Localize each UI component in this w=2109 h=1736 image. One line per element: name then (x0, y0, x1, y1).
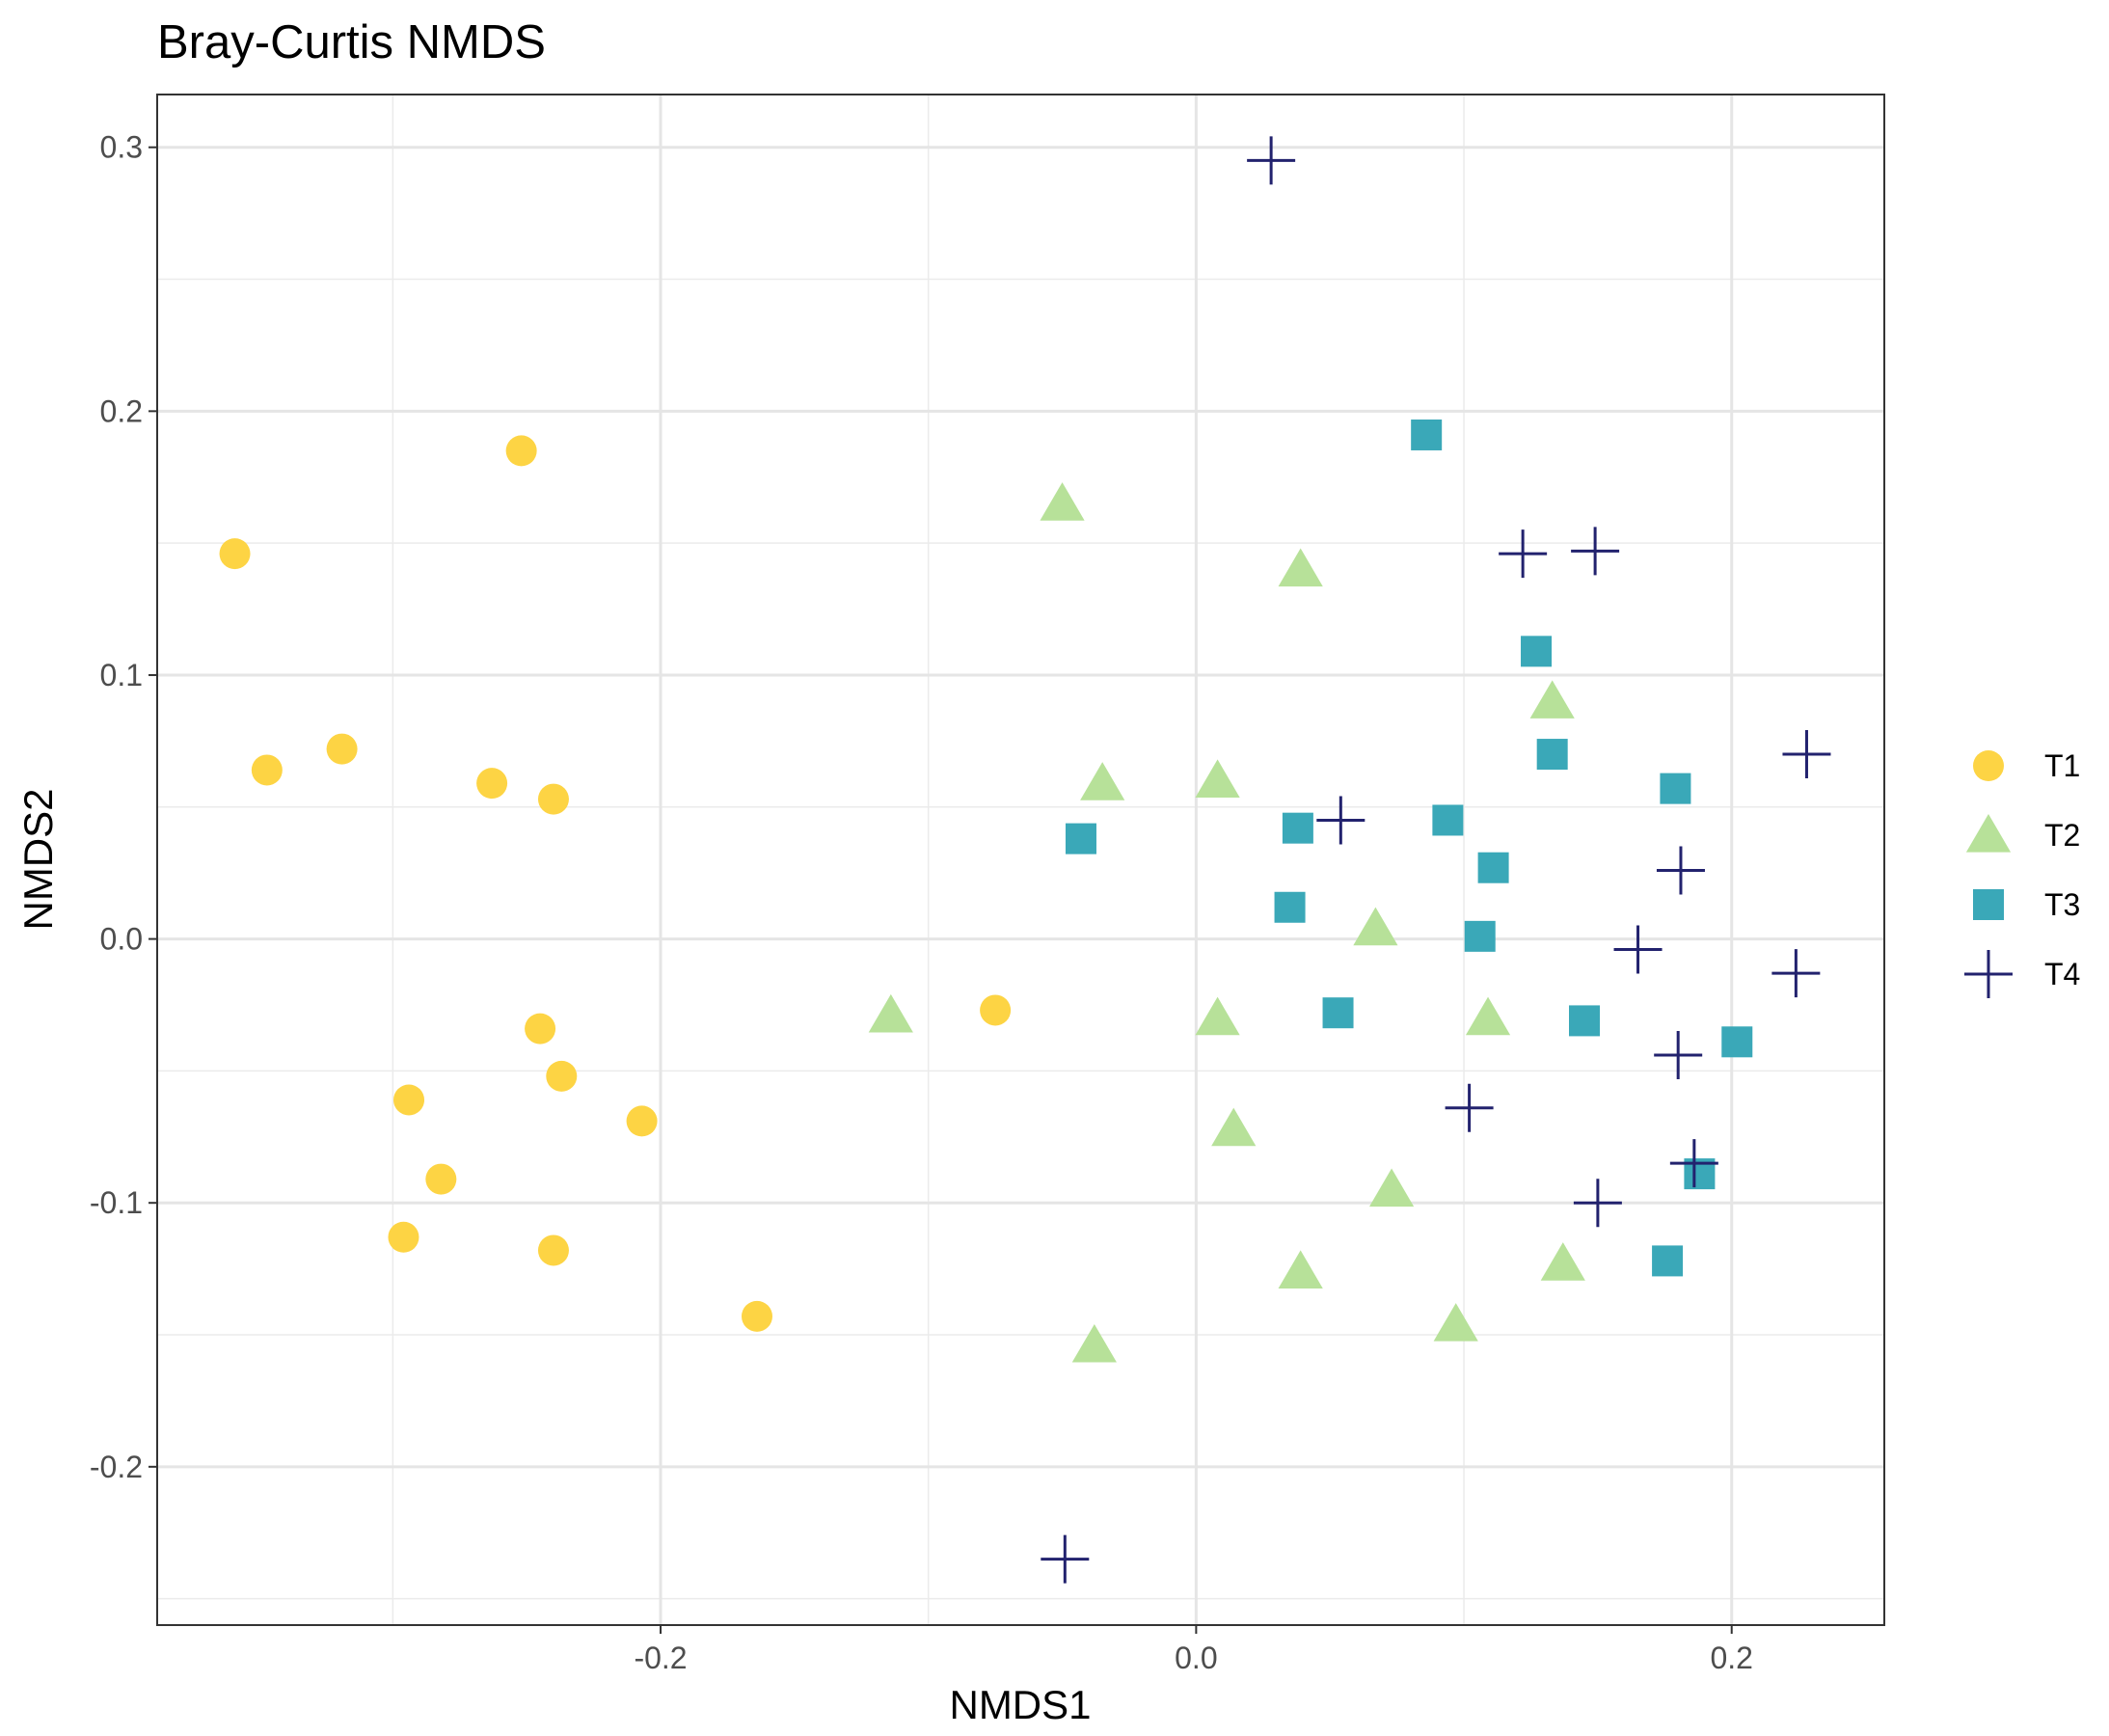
legend-label-t2: T2 (2044, 818, 2080, 853)
point-t2 (1529, 680, 1575, 719)
point-t3 (1282, 812, 1313, 844)
y-tick-label: 0.2 (100, 393, 143, 428)
point-t2 (1040, 482, 1085, 521)
legend-key-t2 (1965, 814, 2012, 853)
point-t4 (1771, 949, 1821, 998)
point-t1 (219, 538, 251, 570)
point-t4 (1445, 1083, 1494, 1132)
legend-label-t3: T3 (2044, 887, 2080, 922)
point-t1 (980, 994, 1012, 1026)
point-t2 (1353, 907, 1398, 946)
y-tick-label: -0.2 (90, 1450, 143, 1484)
point-t1 (546, 1060, 578, 1092)
point-t3 (1652, 1245, 1684, 1277)
point-t4 (1782, 730, 1831, 779)
point-t4 (1613, 925, 1663, 974)
point-t4 (1499, 529, 1548, 579)
legend-key-t1 (1973, 750, 2004, 781)
point-t2 (1195, 759, 1240, 799)
point-t3 (1721, 1026, 1753, 1058)
y-axis-title: NMDS2 (15, 788, 61, 930)
point-t2 (1211, 1107, 1257, 1147)
point-t2 (1540, 1242, 1585, 1281)
point-t2 (1465, 996, 1511, 1036)
point-t1 (505, 435, 537, 467)
point-t1 (537, 1234, 569, 1266)
point-t2 (1368, 1168, 1415, 1207)
point-t2 (1071, 1323, 1117, 1363)
minor-gridlines (157, 95, 1884, 1625)
point-t2 (1080, 762, 1125, 800)
chart-title: Bray-Curtis NMDS (157, 16, 546, 68)
y-axis: -0.2 -0.1 0.0 0.1 0.2 0.3 (90, 130, 157, 1484)
point-t3 (1322, 997, 1354, 1029)
x-tick-label: -0.2 (634, 1641, 687, 1675)
point-t3 (1477, 852, 1509, 883)
y-tick-label: -0.1 (90, 1185, 143, 1220)
point-t3 (1411, 419, 1443, 450)
point-t4 (1316, 796, 1365, 845)
x-axis-title: NMDS1 (949, 1682, 1091, 1727)
x-tick-label: 0.0 (1175, 1641, 1217, 1675)
point-t1 (525, 1013, 556, 1044)
x-axis: -0.2 0.0 0.2 (634, 1625, 1753, 1675)
legend-label-t4: T4 (2044, 957, 2080, 991)
point-t4 (1571, 527, 1620, 576)
point-t2 (1278, 548, 1323, 587)
point-t1 (626, 1105, 658, 1137)
data-points (219, 136, 1831, 1584)
point-t2 (1433, 1303, 1478, 1342)
point-t3 (1536, 739, 1568, 771)
point-t4 (1247, 136, 1296, 185)
point-t1 (251, 754, 283, 786)
y-tick-label: 0.0 (100, 922, 143, 957)
legend-key-t3 (1973, 889, 2004, 920)
point-t4 (1656, 846, 1705, 895)
y-tick-label: 0.3 (100, 130, 143, 165)
legend-label-t1: T1 (2044, 748, 2080, 783)
point-t2 (868, 993, 913, 1033)
point-t3 (1464, 920, 1496, 952)
point-t1 (476, 768, 508, 800)
point-t1 (425, 1163, 457, 1195)
point-t1 (326, 733, 358, 765)
point-t4 (1669, 1139, 1718, 1188)
y-tick-label: 0.1 (100, 658, 143, 692)
point-t2 (1278, 1250, 1323, 1288)
point-t3 (1521, 636, 1553, 667)
point-t1 (537, 783, 569, 815)
point-t2 (1195, 996, 1240, 1036)
panel-border (156, 94, 1885, 1626)
legend: T1 T2 T3 T4 (1964, 748, 2080, 998)
point-t1 (393, 1084, 425, 1116)
panel-background (157, 95, 1884, 1625)
point-t3 (1569, 1005, 1601, 1037)
plot-panel (156, 94, 1885, 1626)
x-tick-label: 0.2 (1710, 1641, 1752, 1675)
point-t4 (1041, 1534, 1090, 1584)
point-t4 (1654, 1030, 1703, 1079)
point-t1 (741, 1300, 772, 1332)
legend-key-t4 (1964, 950, 2013, 998)
point-t3 (1274, 891, 1306, 923)
point-t3 (1432, 804, 1464, 836)
point-t3 (1065, 823, 1096, 854)
point-t4 (1573, 1179, 1622, 1228)
point-t3 (1660, 773, 1691, 804)
point-t1 (388, 1221, 419, 1253)
